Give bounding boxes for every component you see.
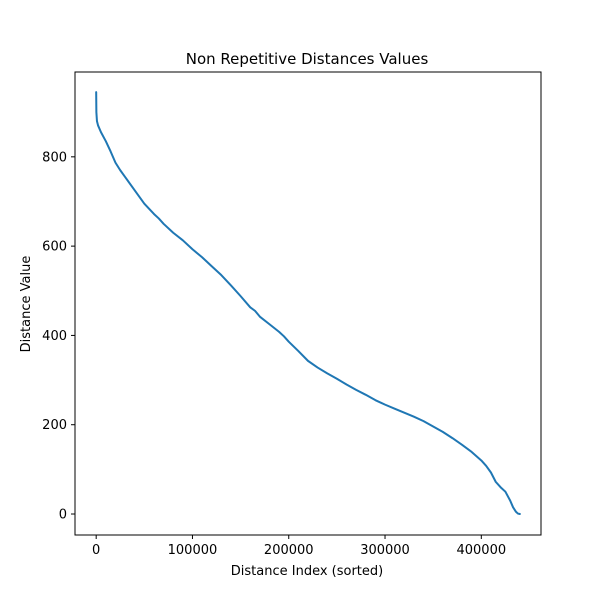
x-axis-label: Distance Index (sorted) (231, 564, 383, 579)
y-axis-ticks: 0 200 400 600 800 (42, 150, 75, 523)
x-tick-label: 300000 (360, 543, 410, 558)
x-tick-label: 0 (92, 543, 100, 558)
x-tick-label: 100000 (168, 543, 218, 558)
plot-area (74, 71, 542, 536)
y-tick-label: 600 (42, 240, 67, 255)
axes-frame (74, 71, 542, 536)
x-axis-ticks: 0 100000 200000 300000 400000 (92, 535, 506, 558)
y-tick-label: 400 (42, 329, 67, 344)
chart-title: Non Repetitive Distances Values (186, 50, 429, 68)
y-axis-label: Distance Value (19, 256, 34, 353)
y-tick-label: 800 (42, 150, 67, 165)
y-tick-label: 0 (59, 508, 67, 523)
x-tick-label: 200000 (264, 543, 314, 558)
series-line (95, 91, 521, 516)
x-tick-label: 400000 (456, 543, 506, 558)
y-tick-label: 200 (42, 418, 67, 433)
